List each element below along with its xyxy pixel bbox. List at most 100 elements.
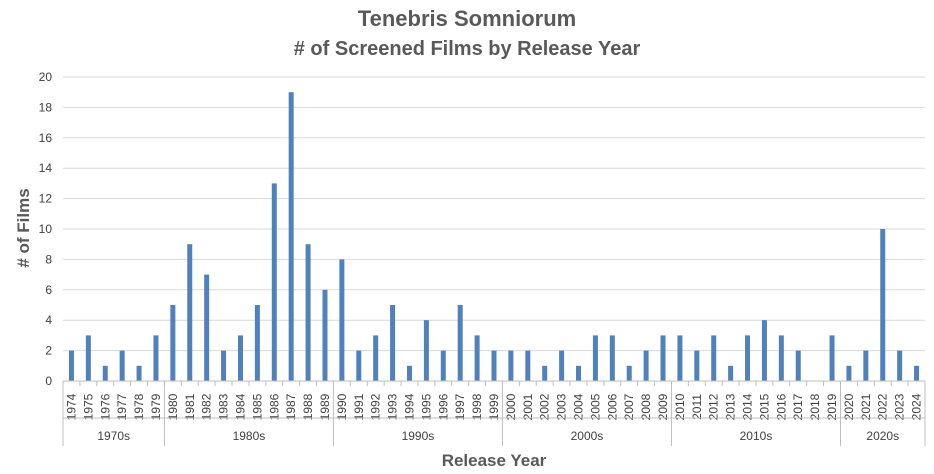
x-tick-label: 2017 — [791, 393, 805, 420]
x-tick-label: 2019 — [825, 393, 839, 420]
y-tick-label: 16 — [39, 131, 53, 145]
bar — [795, 350, 801, 381]
y-tick-label: 12 — [39, 192, 53, 206]
bar — [542, 365, 548, 381]
bar — [119, 350, 125, 381]
x-tick-label: 1997 — [453, 393, 467, 420]
gridlines — [63, 76, 925, 352]
x-tick-label: 2023 — [893, 393, 907, 420]
bar — [153, 335, 159, 381]
bar — [474, 335, 480, 381]
bar — [254, 305, 260, 381]
x-tick-label: 2013 — [724, 393, 738, 420]
chart-title: Tenebris Somniorum — [358, 6, 576, 31]
bar — [728, 365, 734, 381]
y-tick-label: 4 — [45, 313, 52, 327]
x-tick-label: 2011 — [690, 394, 704, 420]
x-tick-label: 1981 — [183, 393, 197, 420]
bar — [829, 335, 835, 381]
x-tick-label: 2014 — [741, 393, 755, 420]
bar — [592, 335, 598, 381]
y-tick-label: 20 — [39, 70, 53, 84]
bar — [778, 335, 784, 381]
x-tick-label: 1992 — [369, 393, 383, 420]
x-tick-label: 2007 — [622, 393, 636, 420]
x-axis-label: Release Year — [442, 451, 547, 470]
x-tick-label: 1982 — [200, 393, 214, 420]
bar — [204, 274, 210, 381]
x-tick-label: 1998 — [470, 393, 484, 420]
decade-group-label: 2010s — [740, 429, 773, 443]
bar — [102, 365, 108, 381]
bar — [187, 244, 193, 381]
x-tick-label: 2001 — [521, 393, 535, 420]
decade-group-label: 2020s — [866, 429, 899, 443]
y-tick-label: 10 — [39, 222, 53, 236]
bar — [440, 350, 446, 381]
x-tick-label: 1988 — [301, 393, 315, 420]
x-tick-label: 1999 — [487, 393, 501, 420]
x-tick-label: 2012 — [707, 393, 721, 420]
bar — [576, 365, 582, 381]
bar — [237, 335, 243, 381]
bar — [643, 350, 649, 381]
bars — [68, 92, 920, 381]
decade-group-label: 1980s — [233, 429, 266, 443]
bar — [221, 350, 227, 381]
bar — [508, 350, 514, 381]
chart-subtitle: # of Screened Films by Release Year — [294, 38, 641, 60]
x-tick-label: 1994 — [402, 393, 416, 420]
x-tick-label: 2016 — [774, 393, 788, 420]
x-tick-label: 2015 — [757, 393, 771, 420]
x-tick-label: 2009 — [656, 393, 670, 420]
x-tick-label: 1985 — [250, 393, 264, 420]
bar — [863, 350, 869, 381]
y-tick-labels: 0 2 4 6 8 10 12 14 16 18 20 — [39, 70, 53, 388]
bar — [305, 244, 311, 381]
y-tick-label: 0 — [45, 374, 52, 388]
x-tick-label: 1980 — [166, 393, 180, 420]
x-tick-label: 1984 — [233, 393, 247, 420]
x-tick-label: 2000 — [504, 393, 518, 420]
x-tick-label: 2010 — [673, 393, 687, 420]
bar — [897, 350, 903, 381]
x-tick-label: 1974 — [64, 393, 78, 420]
x-tick-label: 1977 — [115, 393, 129, 420]
x-tick-label: 1989 — [318, 393, 332, 420]
x-tick-label: 2008 — [639, 393, 653, 420]
x-tick-label: 2024 — [910, 393, 924, 420]
bar — [711, 335, 717, 381]
x-tick-label: 2018 — [808, 393, 822, 420]
x-tick-label: 1993 — [386, 393, 400, 420]
bar — [677, 335, 683, 381]
bar — [170, 305, 176, 381]
y-tick-label: 2 — [45, 344, 52, 358]
x-tick-label: 1986 — [267, 393, 281, 420]
bar — [491, 350, 497, 381]
bar — [288, 92, 294, 381]
bar — [525, 350, 531, 381]
x-tick-label: 2005 — [588, 393, 602, 420]
bar — [373, 335, 379, 381]
bar — [271, 183, 277, 381]
y-tick-label: 18 — [39, 100, 53, 114]
x-tick-label: 2006 — [605, 393, 619, 420]
bar — [85, 335, 91, 381]
y-axis-label: # of Films — [14, 188, 33, 267]
bar — [423, 320, 429, 381]
bar — [609, 335, 615, 381]
bar — [68, 350, 74, 381]
x-tick-label: 2003 — [555, 393, 569, 420]
x-tick-label: 1996 — [436, 393, 450, 420]
bar — [136, 365, 142, 381]
x-tick-label: 2022 — [876, 393, 890, 420]
x-tick-label: 1975 — [81, 393, 95, 420]
decade-group-label: 1970s — [97, 429, 130, 443]
bar — [914, 365, 920, 381]
bar — [559, 350, 565, 381]
y-tick-label: 8 — [45, 252, 52, 266]
decade-group-label: 2000s — [571, 429, 604, 443]
y-tick-label: 14 — [39, 161, 53, 175]
bar — [390, 305, 396, 381]
